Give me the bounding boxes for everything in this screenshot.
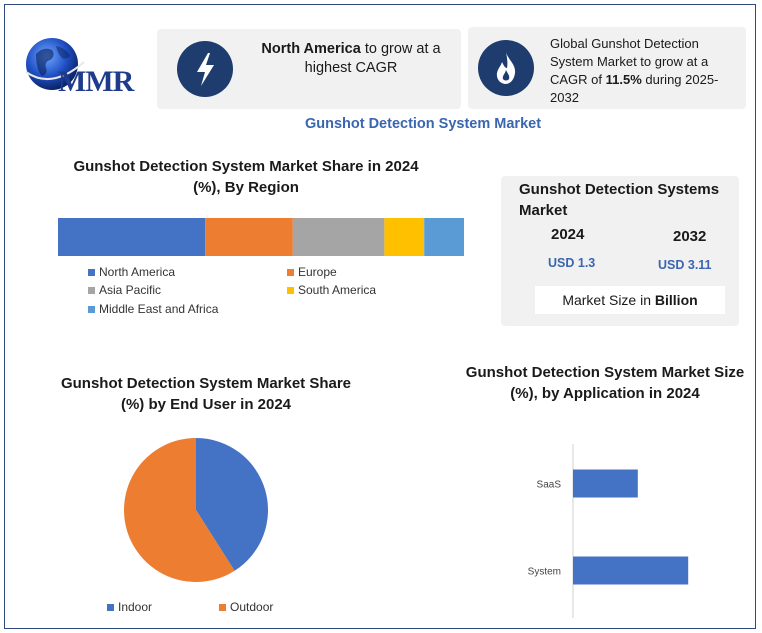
lightning-icon	[197, 53, 214, 86]
bar-saas	[573, 469, 638, 498]
region-legend-item-south-america: South America	[287, 283, 376, 297]
region-segment-middle-east-and-africa	[424, 218, 464, 256]
legend-label: Asia Pacific	[99, 283, 162, 297]
market-size-unit: Market Size in Billion	[535, 286, 725, 314]
bar-system	[573, 556, 689, 585]
region-chart-title: Gunshot Detection System Market Share in…	[73, 158, 419, 196]
legend-label: Europe	[298, 265, 337, 279]
flame-icon-badge	[478, 40, 534, 96]
legend-swatch	[219, 603, 226, 611]
region-segment-europe	[205, 218, 293, 256]
region-legend-item-middle-east-and-africa: Middle East and Africa	[88, 302, 218, 316]
highlight-card-cagr-region: North America to grow at a highest CAGR	[157, 29, 461, 109]
enduser-chart-title: Gunshot Detection System Market Share (%…	[60, 375, 352, 413]
mmr-logo	[25, 38, 85, 90]
value-2032: USD 3.11	[658, 258, 712, 272]
pie-legend-item-outdoor: Outdoor	[219, 600, 273, 614]
main-title: Gunshot Detection System Market	[304, 116, 542, 132]
region-stacked-bar-chart	[58, 218, 464, 256]
region-legend-item-north-america: North America	[88, 265, 175, 279]
year-2024-label: 2024	[551, 226, 585, 243]
enduser-pie-chart	[123, 438, 268, 582]
region-segment-asia-pacific	[292, 218, 385, 256]
region-segment-north-america	[58, 218, 206, 256]
category-label-system: System	[528, 567, 561, 578]
legend-label: Middle East and Africa	[99, 302, 219, 316]
flame-icon	[496, 52, 516, 84]
highlight-card-global-cagr: Global Gunshot Detection System Market t…	[468, 27, 746, 109]
legend-label: Outdoor	[230, 600, 274, 614]
logo-text: MMR	[58, 65, 134, 98]
highlight-text-global: Global Gunshot Detection System Market t…	[550, 36, 719, 105]
highlight-text-region: North America to grow at a highest CAGR	[261, 41, 441, 76]
lightning-icon-badge	[177, 41, 233, 97]
category-label-saas: SaaS	[537, 480, 562, 491]
pie-slice-outdoor	[123, 438, 235, 582]
application-bar-chart: SaaS System	[528, 444, 689, 618]
application-chart-title: Gunshot Detection System Market Size (%)…	[465, 364, 745, 402]
legend-label: South America	[298, 283, 377, 297]
legend-swatch	[107, 603, 114, 611]
infographic-frame	[4, 4, 756, 629]
legend-swatch	[287, 268, 294, 276]
region-legend-item-asia-pacific: Asia Pacific	[88, 283, 161, 297]
legend-label: North America	[99, 265, 176, 279]
legend-swatch	[88, 305, 95, 313]
value-2024: USD 1.3	[548, 256, 596, 270]
market-size-panel: Gunshot Detection Systems Market 2024 US…	[501, 176, 739, 326]
region-segment-south-america	[384, 218, 425, 256]
region-legend-item-europe: Europe	[287, 265, 337, 279]
pie-slice-indoor	[196, 438, 268, 571]
market-size-title: Gunshot Detection Systems Market	[519, 181, 720, 219]
legend-swatch	[287, 286, 294, 294]
legend-label: Indoor	[118, 600, 153, 614]
legend-swatch	[88, 286, 95, 294]
pie-legend-item-indoor: Indoor	[107, 600, 152, 614]
legend-swatch	[88, 268, 95, 276]
year-2032-label: 2032	[673, 228, 707, 245]
